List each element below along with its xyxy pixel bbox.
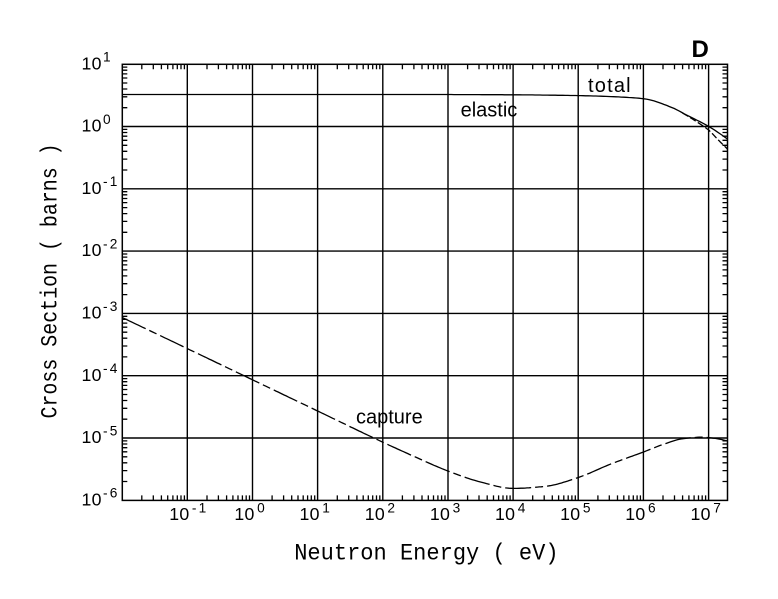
svg-text:2: 2 [387, 501, 397, 516]
svg-text:10: 10 [234, 504, 254, 524]
svg-text:Neutron Energy ( eV): Neutron Energy ( eV) [294, 540, 558, 566]
svg-text:3: 3 [453, 501, 463, 516]
svg-text:10: 10 [82, 116, 102, 136]
svg-text:1: 1 [103, 50, 113, 65]
svg-text:10: 10 [82, 303, 102, 323]
svg-text:10: 10 [300, 504, 320, 524]
svg-text:-6: -6 [103, 486, 120, 501]
svg-text:10: 10 [625, 504, 645, 524]
svg-text:7: 7 [713, 501, 723, 516]
svg-text:10: 10 [691, 504, 711, 524]
svg-text:capture: capture [356, 407, 423, 429]
svg-text:6: 6 [648, 501, 658, 516]
svg-text:10: 10 [82, 178, 102, 198]
svg-text:D: D [692, 36, 709, 63]
svg-text:-2: -2 [103, 237, 120, 252]
svg-text:-4: -4 [103, 361, 120, 376]
svg-text:10: 10 [82, 53, 102, 73]
svg-text:10: 10 [82, 365, 102, 385]
svg-text:10: 10 [82, 489, 102, 509]
svg-text:10: 10 [495, 504, 515, 524]
svg-text:1: 1 [322, 501, 332, 516]
svg-text:10: 10 [560, 504, 580, 524]
svg-text:elastic: elastic [461, 100, 518, 122]
svg-text:5: 5 [583, 501, 593, 516]
svg-text:10: 10 [82, 427, 102, 447]
svg-text:-1: -1 [192, 501, 209, 516]
svg-text:0: 0 [257, 501, 267, 516]
svg-text:10: 10 [169, 504, 189, 524]
svg-text:Cross Section ( barns ): Cross Section ( barns ) [38, 143, 64, 418]
svg-text:10: 10 [82, 240, 102, 260]
svg-text:10: 10 [365, 504, 385, 524]
svg-text:-3: -3 [103, 299, 120, 314]
svg-text:10: 10 [430, 504, 450, 524]
svg-text:0: 0 [103, 112, 113, 127]
svg-text:-5: -5 [103, 423, 120, 438]
svg-text:total: total [588, 75, 632, 97]
svg-text:-1: -1 [103, 174, 120, 189]
svg-text:4: 4 [518, 501, 528, 516]
